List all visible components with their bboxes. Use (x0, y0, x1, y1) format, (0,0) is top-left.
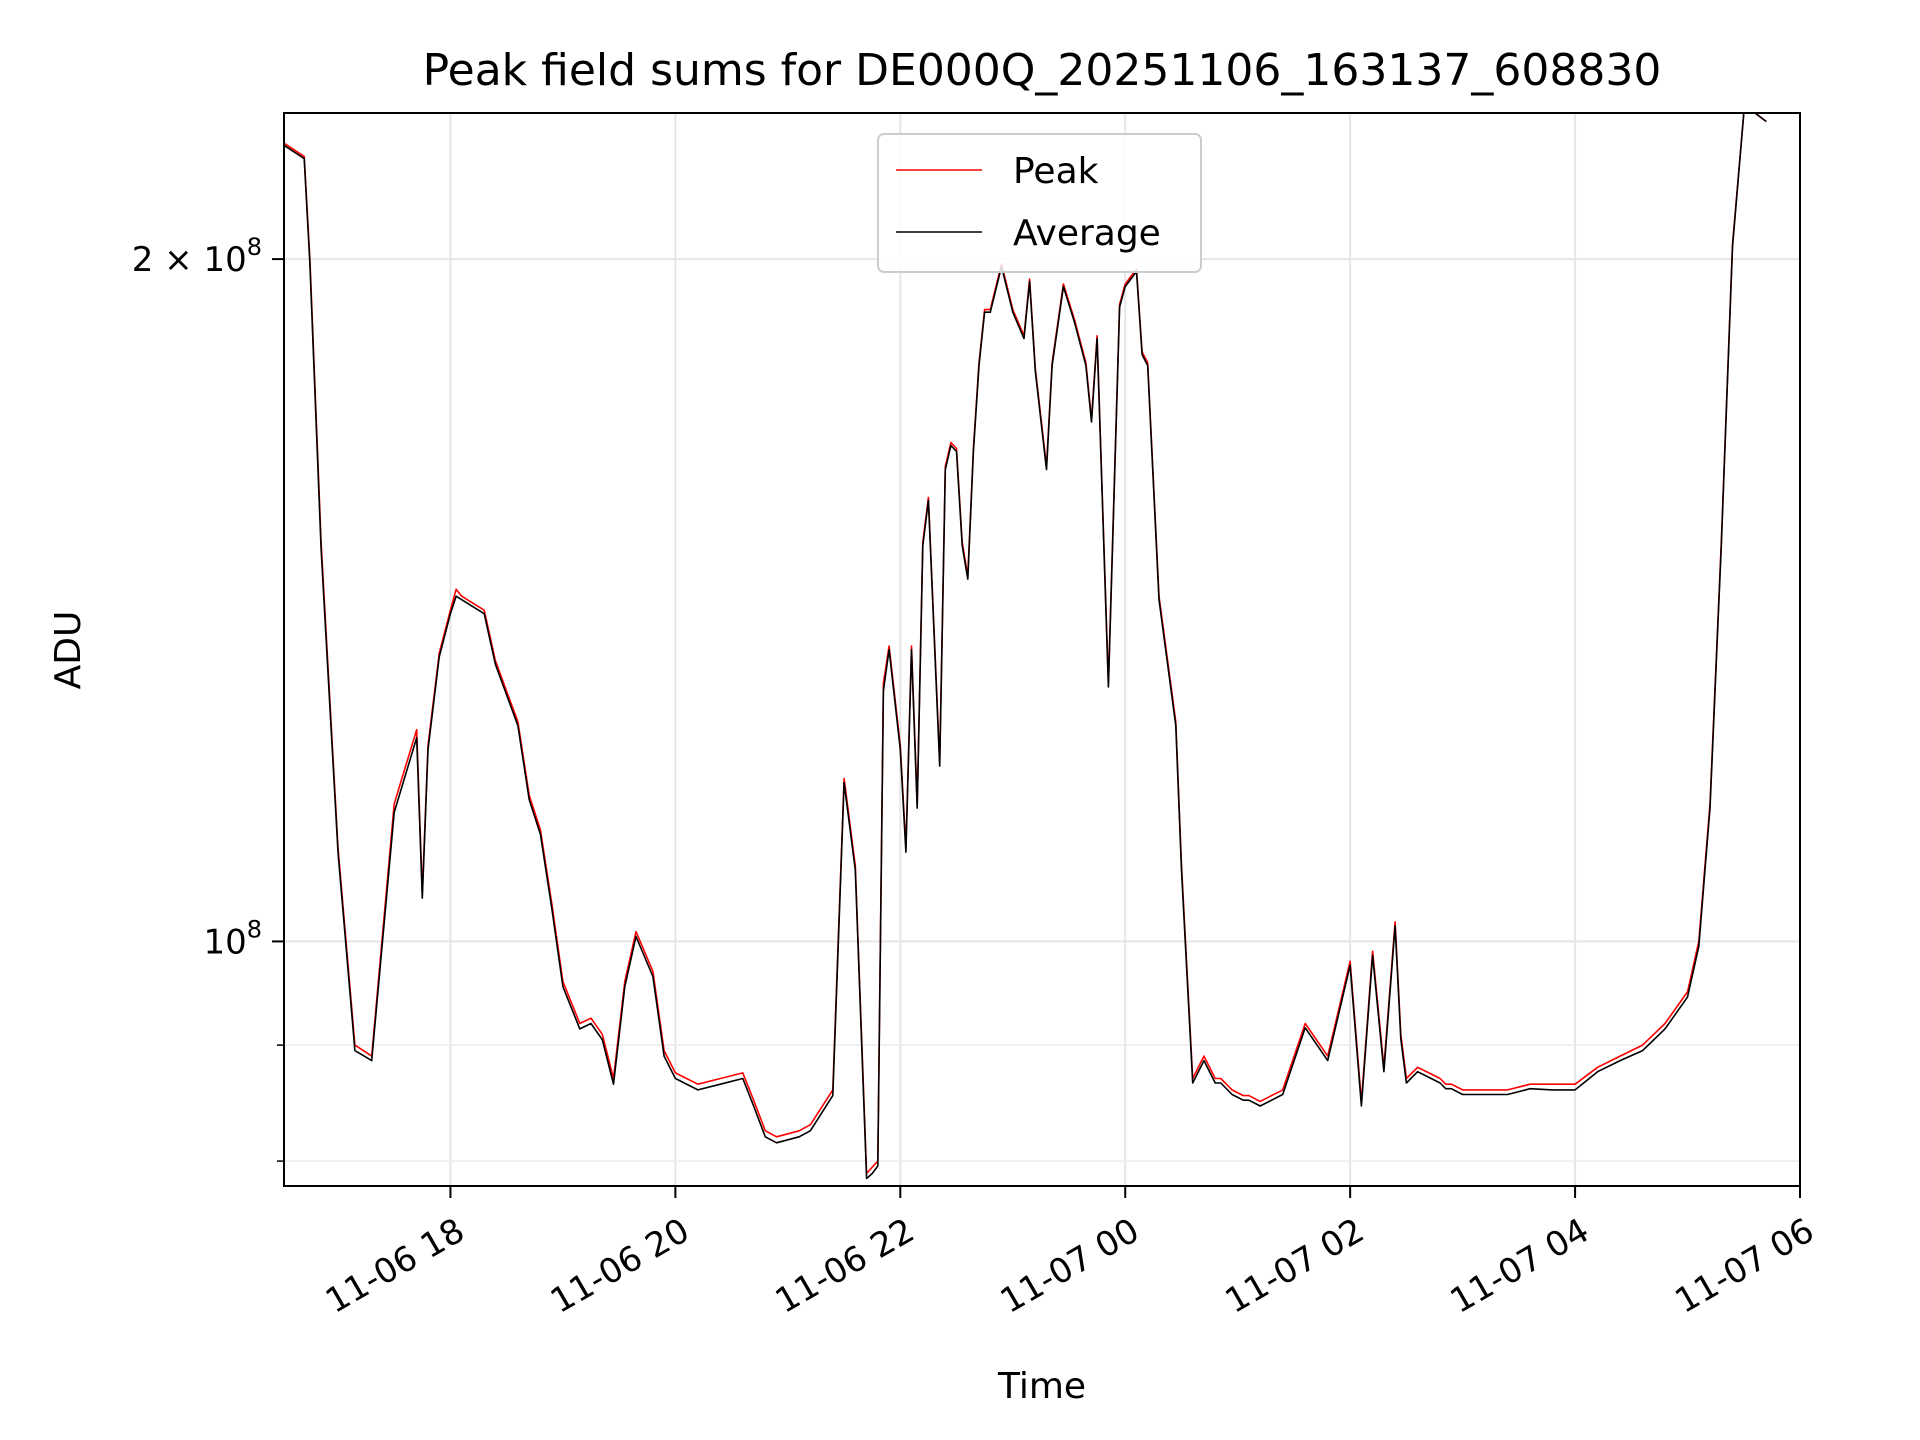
y-tick-label-exponent: 8 (247, 233, 262, 261)
grid (284, 113, 1801, 1186)
axes-frame (283, 112, 1801, 1187)
y-tick-label: 108 (203, 915, 262, 962)
y-tick-label-mantissa: 10 (203, 922, 246, 962)
chart-title: Peak field sums for DE000Q_20251106_1631… (423, 45, 1662, 96)
y-axis-label: ADU (48, 611, 89, 690)
legend-label-peak: Peak (1013, 151, 1099, 192)
y-tick-label-exponent: 8 (247, 915, 262, 943)
x-axis-label: Time (997, 1366, 1086, 1407)
legend: Peak Average (877, 133, 1202, 273)
legend-box (877, 133, 1202, 273)
series-line-average (283, 112, 1767, 1180)
series-lines (283, 112, 1767, 1180)
legend-label-average: Average (1013, 213, 1161, 254)
y-tick-label-mantissa: 2 × 10 (132, 240, 247, 280)
y-tick-label: 2 × 108 (132, 233, 262, 280)
